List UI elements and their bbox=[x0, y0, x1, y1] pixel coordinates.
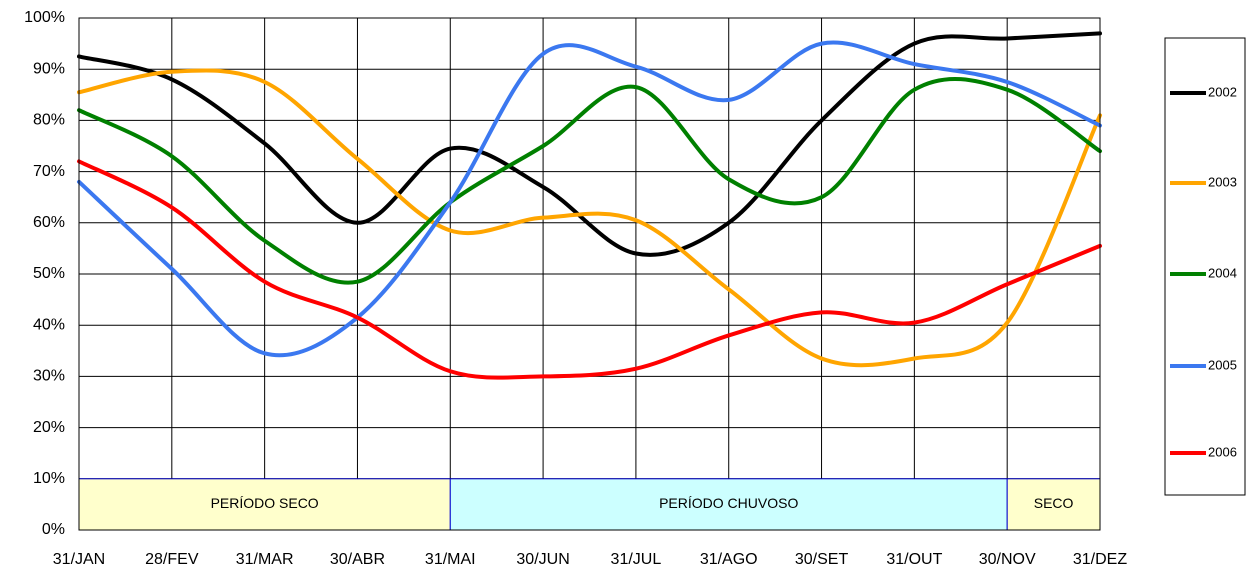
plot-border bbox=[78, 17, 1101, 531]
y-tick-label: 70% bbox=[33, 163, 65, 180]
legend-box bbox=[1164, 37, 1246, 496]
y-tick-label: 100% bbox=[24, 9, 65, 26]
series-line bbox=[77, 76, 1102, 285]
series-line bbox=[77, 68, 1102, 368]
y-tick-label: 0% bbox=[42, 521, 65, 538]
period-label: SECO bbox=[1034, 495, 1074, 511]
x-tick-label: 31/JAN bbox=[53, 551, 105, 568]
y-tick-label: 90% bbox=[33, 60, 65, 77]
x-tick-label: 30/JUN bbox=[516, 551, 569, 568]
x-tick-label: 28/FEV bbox=[145, 551, 199, 568]
series-line bbox=[77, 159, 1102, 380]
legend-label: 2002 bbox=[1208, 84, 1237, 99]
period-band bbox=[449, 478, 1008, 531]
y-tick-label: 40% bbox=[33, 316, 65, 333]
x-tick-label: 31/JUL bbox=[611, 551, 662, 568]
legend-label: 2003 bbox=[1208, 174, 1237, 189]
legend-label: 2005 bbox=[1208, 357, 1237, 372]
period-band bbox=[1006, 478, 1101, 531]
x-tick-label: 30/NOV bbox=[979, 551, 1036, 568]
x-tick-label: 31/MAR bbox=[236, 551, 294, 568]
y-tick-label: 60% bbox=[33, 214, 65, 231]
y-tick-label: 30% bbox=[33, 368, 65, 385]
y-tick-label: 50% bbox=[33, 265, 65, 282]
x-tick-label: 30/ABR bbox=[330, 551, 385, 568]
x-tick-label: 31/DEZ bbox=[1073, 551, 1127, 568]
series-line bbox=[77, 40, 1102, 358]
x-tick-label: 31/MAI bbox=[425, 551, 476, 568]
legend-label: 2004 bbox=[1208, 265, 1237, 280]
legend-label: 2006 bbox=[1208, 444, 1237, 459]
period-label: PERÍODO SECO bbox=[211, 495, 319, 511]
x-tick-label: 30/SET bbox=[795, 551, 849, 568]
x-tick-label: 31/OUT bbox=[886, 551, 942, 568]
y-tick-label: 20% bbox=[33, 419, 65, 436]
period-label: PERÍODO CHUVOSO bbox=[659, 495, 798, 511]
series-line bbox=[77, 31, 1102, 257]
x-tick-label: 31/AGO bbox=[700, 551, 758, 568]
y-tick-label: 80% bbox=[33, 112, 65, 129]
y-tick-label: 10% bbox=[33, 470, 65, 487]
